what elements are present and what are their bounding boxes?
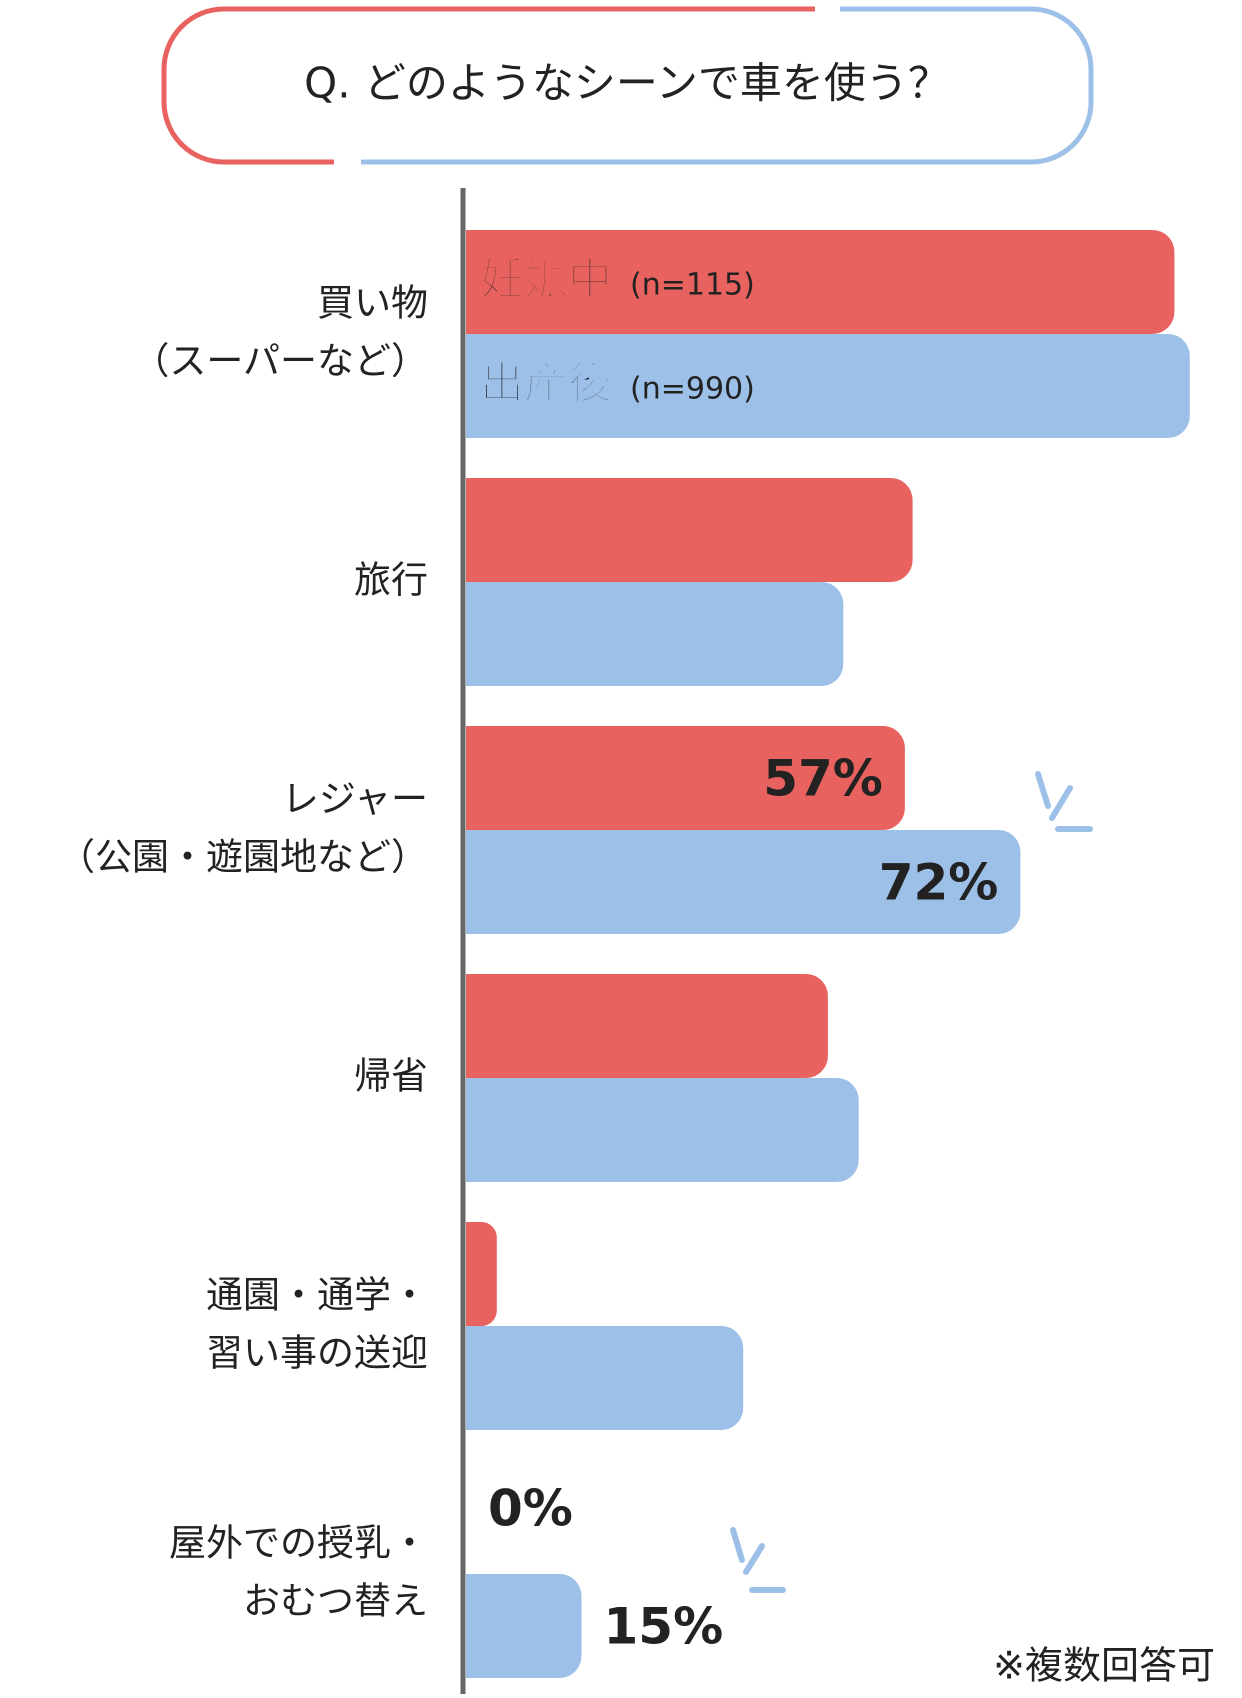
category-label: 習い事の送迎 (206, 1332, 428, 1375)
bar (466, 334, 1190, 438)
bar (466, 1326, 744, 1430)
bar (466, 478, 913, 582)
bar (466, 582, 844, 686)
category-label: 買い物 (317, 282, 428, 325)
category-label: 旅行 (354, 559, 428, 602)
chart-title: Q. どのようなシーンで車を使う？ (304, 59, 950, 108)
legend-n: (n=115) (630, 268, 755, 303)
value-label: 0% (488, 1480, 573, 1538)
title-frame (361, 6, 1094, 165)
category-label: レジャー (282, 778, 428, 821)
category-label: 屋外での授乳・ (169, 1522, 428, 1565)
bar (466, 1222, 497, 1326)
legend-n: (n=990) (630, 372, 755, 407)
bar (466, 830, 1021, 934)
legend-label: 妊娠中 (480, 254, 612, 305)
title-frame (161, 6, 815, 165)
bar (466, 1574, 582, 1678)
value-label: 72% (879, 854, 999, 912)
category-label: 帰省 (354, 1055, 428, 1098)
bar (466, 1078, 859, 1183)
category-label: （スーパーなど） (132, 340, 428, 383)
value-label: 15% (604, 1598, 724, 1656)
category-label: おむつ替え (243, 1580, 428, 1623)
spark (730, 771, 1093, 1593)
category-label: 通園・通学・ (206, 1274, 428, 1317)
category-label: （公園・遊園地など） (58, 836, 428, 879)
bar (466, 974, 828, 1078)
legend-label: 出産後 (480, 358, 613, 409)
note: ※複数回答可 (993, 1644, 1215, 1688)
bar (466, 726, 905, 830)
value-label: 57% (763, 750, 883, 808)
bar (466, 230, 1175, 334)
